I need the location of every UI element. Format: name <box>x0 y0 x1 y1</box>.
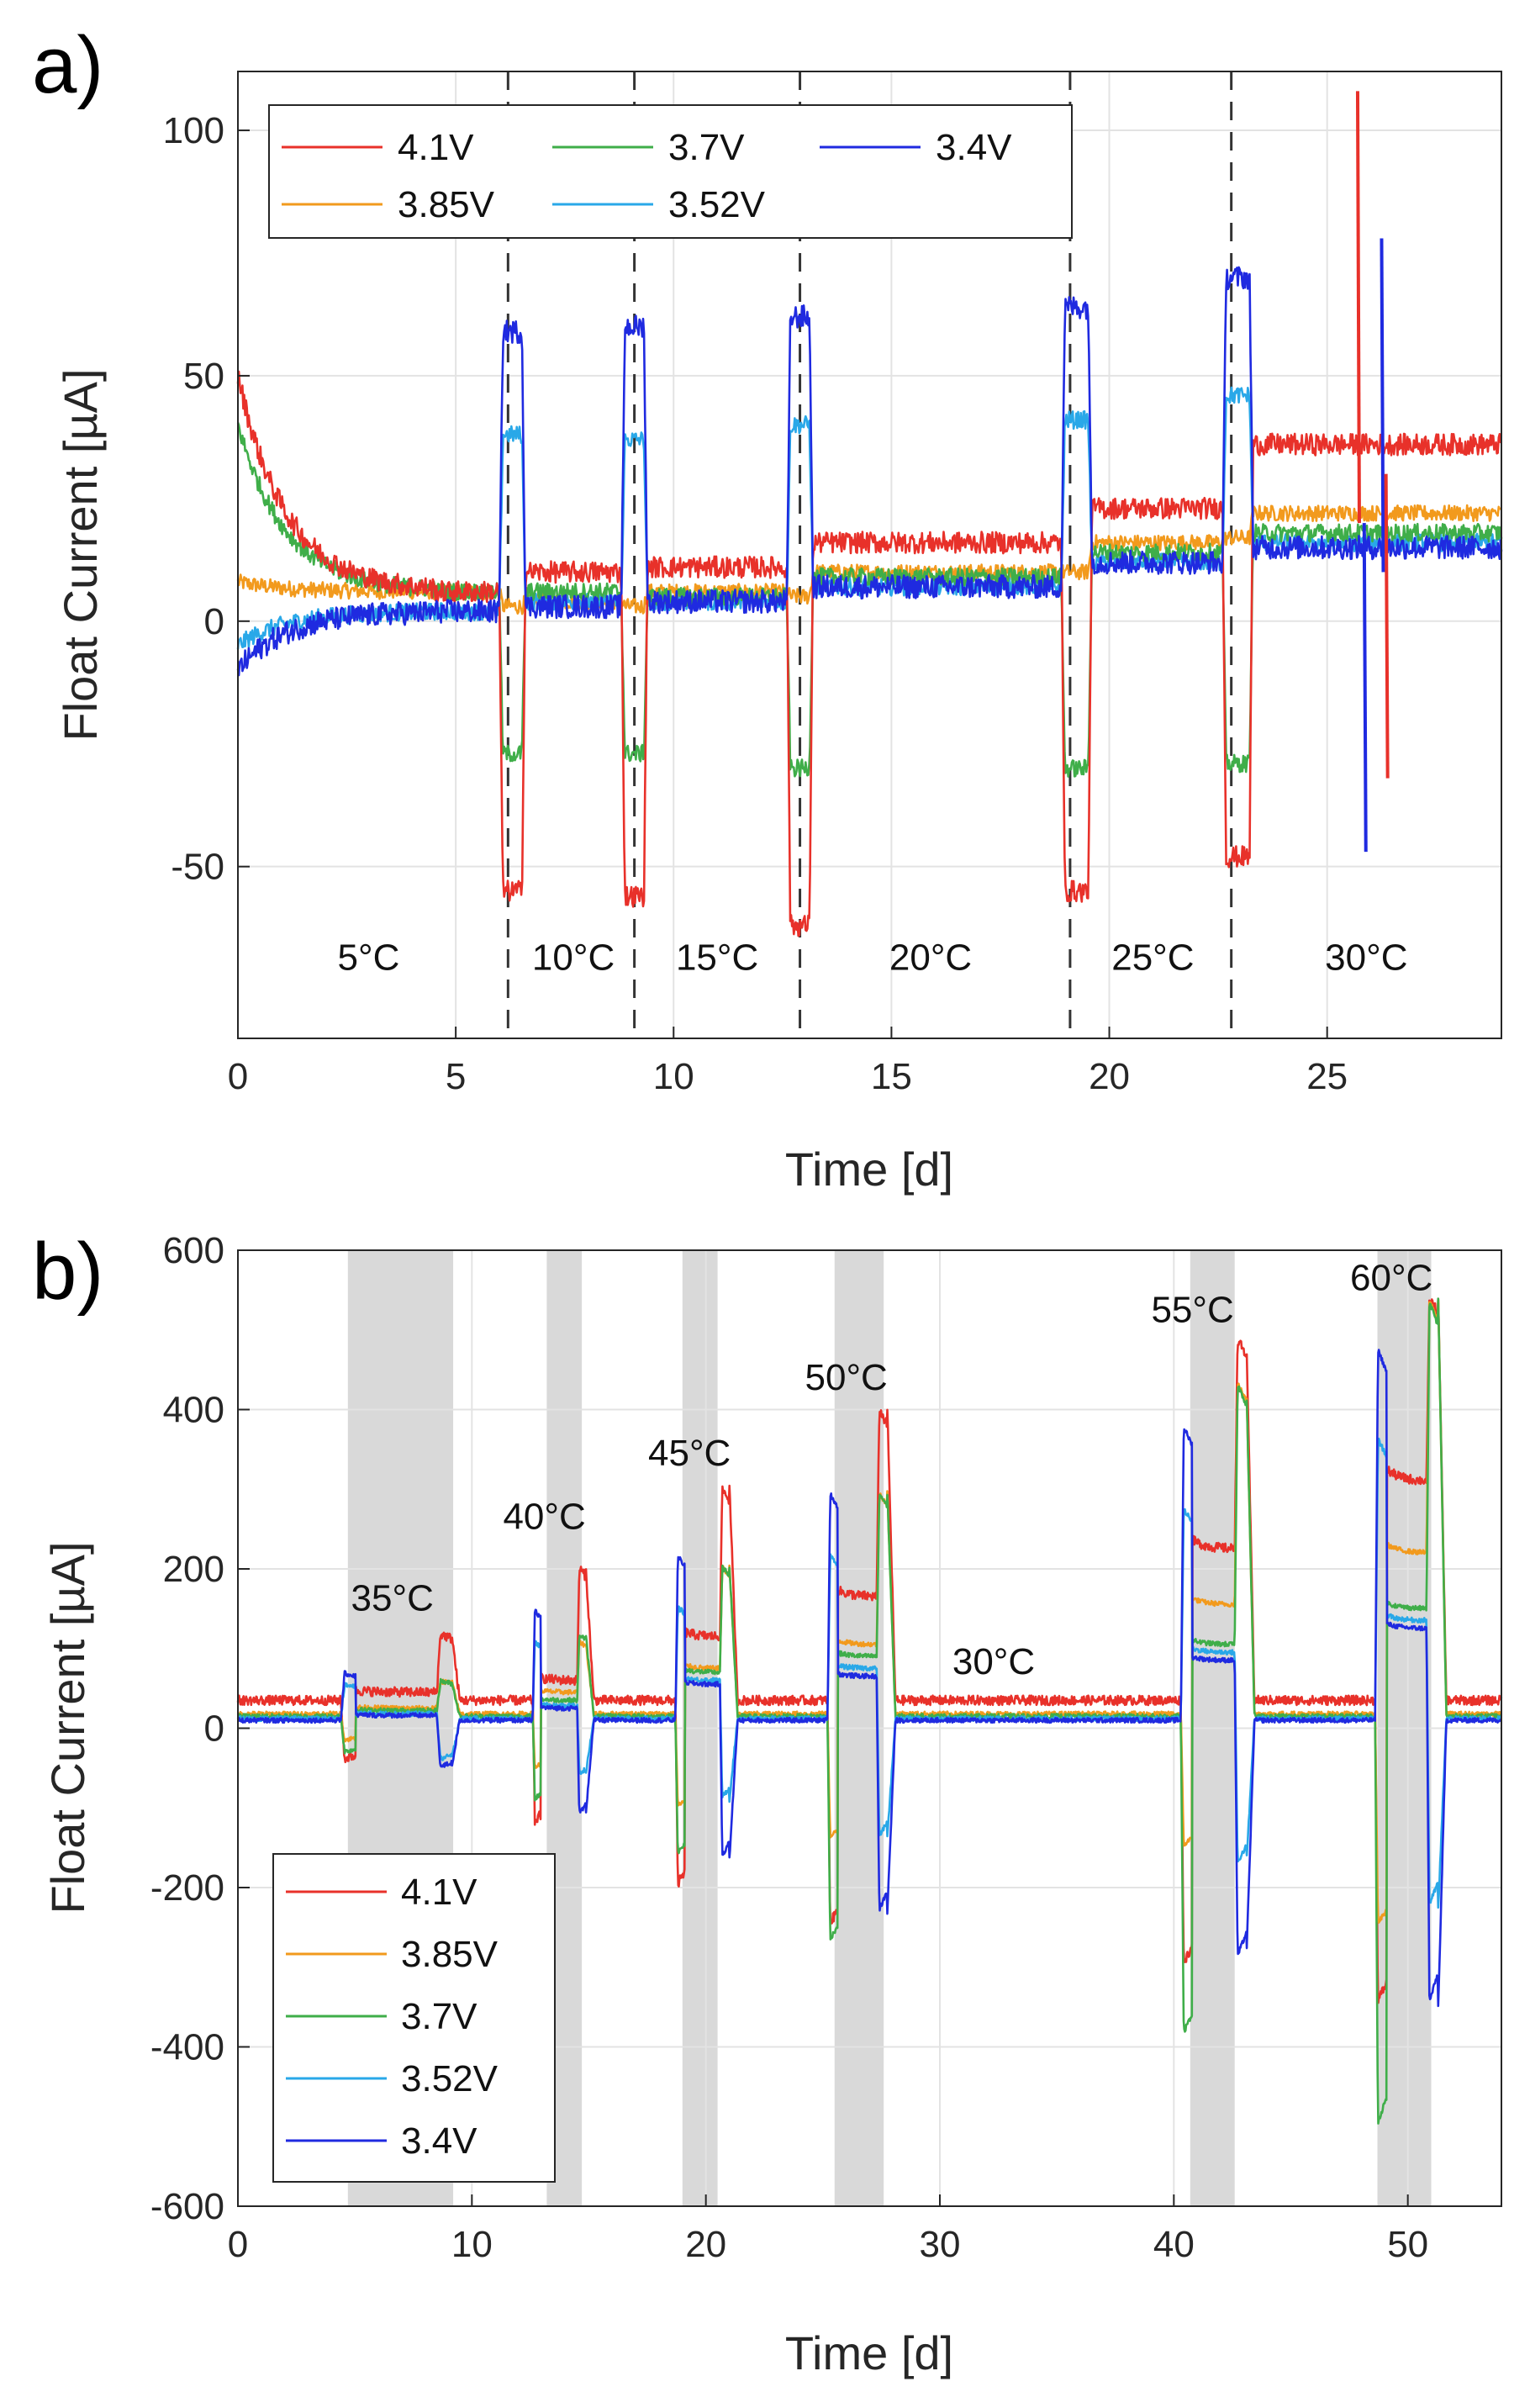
panel-a-axes-box <box>237 71 1502 1039</box>
panel-a-temp-label-25-c: 25°C <box>1111 937 1194 978</box>
panel-a-legend-box <box>268 104 1073 239</box>
panel-b-temp-label-35-c: 35°C <box>351 1577 434 1619</box>
panel-a-series <box>236 91 1503 937</box>
panel-a-legend-label-3-52v: 3.52V <box>668 184 766 225</box>
panel-a-temp-label-30-c: 30°C <box>1325 937 1407 978</box>
panel-a-ytick-label-50: 50 <box>183 356 224 397</box>
panel-b-xlabel: Time [d] <box>785 2326 953 2379</box>
panel-a-legend-label-3-4v: 3.4V <box>936 127 1012 168</box>
panel-a-label: a) <box>32 20 103 110</box>
panel-a-temp-label-20-c: 20°C <box>889 937 972 978</box>
panel-b-chart: 35°C 40°C 45°C 50°C 30°C 55°C 60°C 0 10 20 30 40 50… <box>41 1230 1503 2379</box>
panel-a-spike-3 <box>1380 238 1385 573</box>
panel-b-legend-label-3-85v: 3.85V <box>401 1934 499 1975</box>
panel-a-ylabel: Float Current [µA] <box>54 368 107 741</box>
panel-b-series <box>236 1297 1503 2125</box>
panel-a-xtick-label-25: 25 <box>1306 1056 1348 1097</box>
panel-a-series-4-1v <box>236 370 1503 937</box>
panel-b-ylabel: Float Current [µA] <box>41 1541 94 1914</box>
panel-b-temp-label-40-c: 40°C <box>503 1497 585 1538</box>
panel-b-temp-label-30-c: 30°C <box>952 1641 1035 1682</box>
panel-a-spike-4 <box>1384 473 1390 779</box>
panel-b-ytick-label--200: -200 <box>150 1867 224 1909</box>
panel-a-ytick-label--50: -50 <box>171 847 224 888</box>
panel-b-ytick-label-200: 200 <box>163 1549 224 1590</box>
panel-b-series-3-4v <box>237 1349 1502 2008</box>
panel-b-ytick-label-0: 0 <box>204 1708 224 1750</box>
panel-a-xtick-label-20: 20 <box>1089 1056 1130 1097</box>
panel-a-series-3-7v <box>236 422 1503 778</box>
panel-a-ytick-label-0: 0 <box>204 601 224 642</box>
panel-a-temp-label-10-c: 10°C <box>532 937 615 978</box>
panel-a-series-3-4v <box>236 266 1503 677</box>
panel-b-label: b) <box>32 1227 103 1317</box>
panel-a-spike-1 <box>1355 91 1361 524</box>
panel-a-legend-label-4-1v: 4.1V <box>398 127 474 168</box>
panel-b-temp-label-55-c: 55°C <box>1151 1289 1233 1330</box>
panel-a-ytick-label-100: 100 <box>163 110 224 151</box>
panel-a-xtick-label-0: 0 <box>228 1056 248 1097</box>
panel-b-legend: 4.1V 3.85V 3.7V 3.52V 3.4V <box>272 1853 556 2183</box>
panel-a-legend: 4.1V 3.7V 3.4V 3.85V 3.52V <box>268 104 1073 239</box>
panel-b-ytick-label--400: -400 <box>150 2027 224 2068</box>
panel-a-temp-label-15-c: 15°C <box>676 937 758 978</box>
panel-b-annotations: 35°C 40°C 45°C 50°C 30°C 55°C 60°C <box>351 1257 1433 1682</box>
panel-b-series-3-7v <box>237 1297 1503 2125</box>
panel-a-annotations: 5°C 10°C 15°C 20°C 25°C 30°C <box>338 937 1408 978</box>
panel-a-legend-label-3-7v: 3.7V <box>668 127 745 168</box>
panel-a-xlabel: Time [d] <box>785 1143 953 1196</box>
panel-a-chart: 5°C 10°C 15°C 20°C 25°C 30°C 0 5 10 15 20 25 -50 0 50… <box>54 71 1503 1196</box>
panel-b-legend-label-4-1v: 4.1V <box>401 1872 477 1913</box>
panel-a-xtick-label-5: 5 <box>446 1056 466 1097</box>
panel-b-ticks: 0 10 20 30 40 50 -600 -400 -200 0 200 400 600 <box>150 1230 1428 2265</box>
panel-b-xtick-label-40: 40 <box>1153 2224 1195 2265</box>
panel-b-ytick-label-600: 600 <box>163 1230 224 1271</box>
panel-b-series-4-1v <box>236 1297 1503 2004</box>
panel-a-spike-2 <box>1362 523 1368 853</box>
panel-b-xtick-label-20: 20 <box>685 2224 726 2265</box>
panel-b-temp-label-50-c: 50°C <box>805 1357 888 1398</box>
panel-b-ytick-label--600: -600 <box>150 2186 224 2227</box>
panel-b-xtick-label-10: 10 <box>451 2224 493 2265</box>
panel-b-legend-label-3-7v: 3.7V <box>401 1996 477 2037</box>
panel-b-legend-label-3-4v: 3.4V <box>401 2120 477 2162</box>
panel-b-xtick-label-50: 50 <box>1387 2224 1428 2265</box>
panel-b-legend-label-3-52v: 3.52V <box>401 2058 499 2099</box>
panel-a-ticks: 0 5 10 15 20 25 -50 0 50 100 <box>163 110 1348 1097</box>
panel-b-xtick-label-0: 0 <box>228 2224 248 2265</box>
panel-b-temp-label-45-c: 45°C <box>648 1433 731 1474</box>
panel-a-xtick-label-10: 10 <box>653 1056 694 1097</box>
panel-a-legend-label-3-85v: 3.85V <box>398 184 495 225</box>
panel-a-temp-label-5-c: 5°C <box>338 937 400 978</box>
panel-b-ytick-label-400: 400 <box>163 1390 224 1431</box>
panel-a-xtick-label-15: 15 <box>871 1056 912 1097</box>
panel-b-legend-box <box>272 1853 556 2183</box>
panel-b-xtick-label-30: 30 <box>920 2224 961 2265</box>
panel-b-temp-label-60-c: 60°C <box>1350 1257 1432 1298</box>
